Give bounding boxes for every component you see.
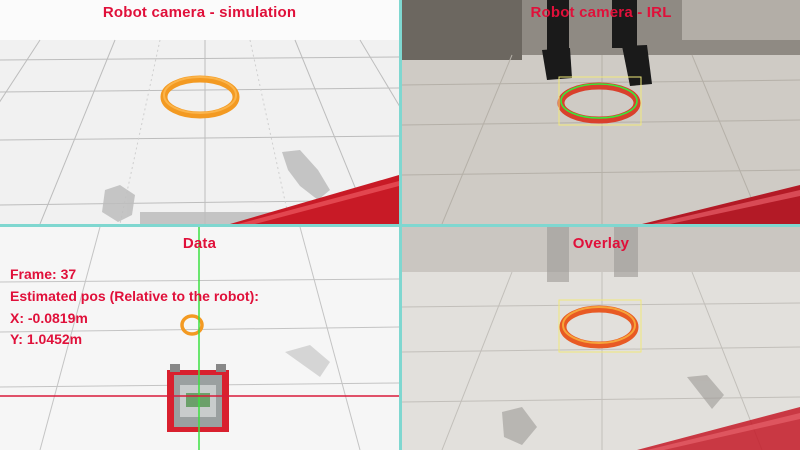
data-top-down-view bbox=[0, 227, 399, 450]
robot-marker bbox=[167, 364, 229, 432]
irl-title: Robot camera - IRL bbox=[530, 4, 672, 21]
overlay-blended-view bbox=[402, 227, 800, 450]
simulation-title: Robot camera - simulation bbox=[102, 4, 297, 21]
data-title: Data bbox=[182, 235, 217, 252]
overlay-title: Overlay bbox=[572, 235, 630, 252]
estimated-y-value: Y: 1.0452m bbox=[10, 331, 83, 347]
simulation-floor-view bbox=[0, 0, 399, 224]
estimated-x-value: X: -0.0819m bbox=[10, 310, 88, 326]
simulation-ring-target bbox=[160, 75, 240, 119]
irl-ring-detection bbox=[557, 76, 642, 126]
estimated-pos-label: Estimated pos (Relative to the robot): bbox=[10, 288, 259, 304]
overlay-ring bbox=[558, 299, 642, 353]
frame-counter: Frame: 37 bbox=[10, 266, 77, 282]
ellipse-fit-outline bbox=[560, 83, 638, 119]
irl-camera-panel: Robot camera - IRL bbox=[402, 0, 800, 224]
data-panel: Data Frame: 37 Estimated pos (Relative t… bbox=[0, 227, 399, 450]
overlay-bounding-box bbox=[558, 299, 642, 353]
detection-bounding-box bbox=[558, 76, 642, 126]
irl-floor-view bbox=[402, 0, 800, 224]
simulation-camera-panel: Robot camera - simulation bbox=[0, 0, 399, 224]
overlay-panel: Overlay bbox=[402, 227, 800, 450]
ring-estimate-marker bbox=[180, 314, 204, 336]
